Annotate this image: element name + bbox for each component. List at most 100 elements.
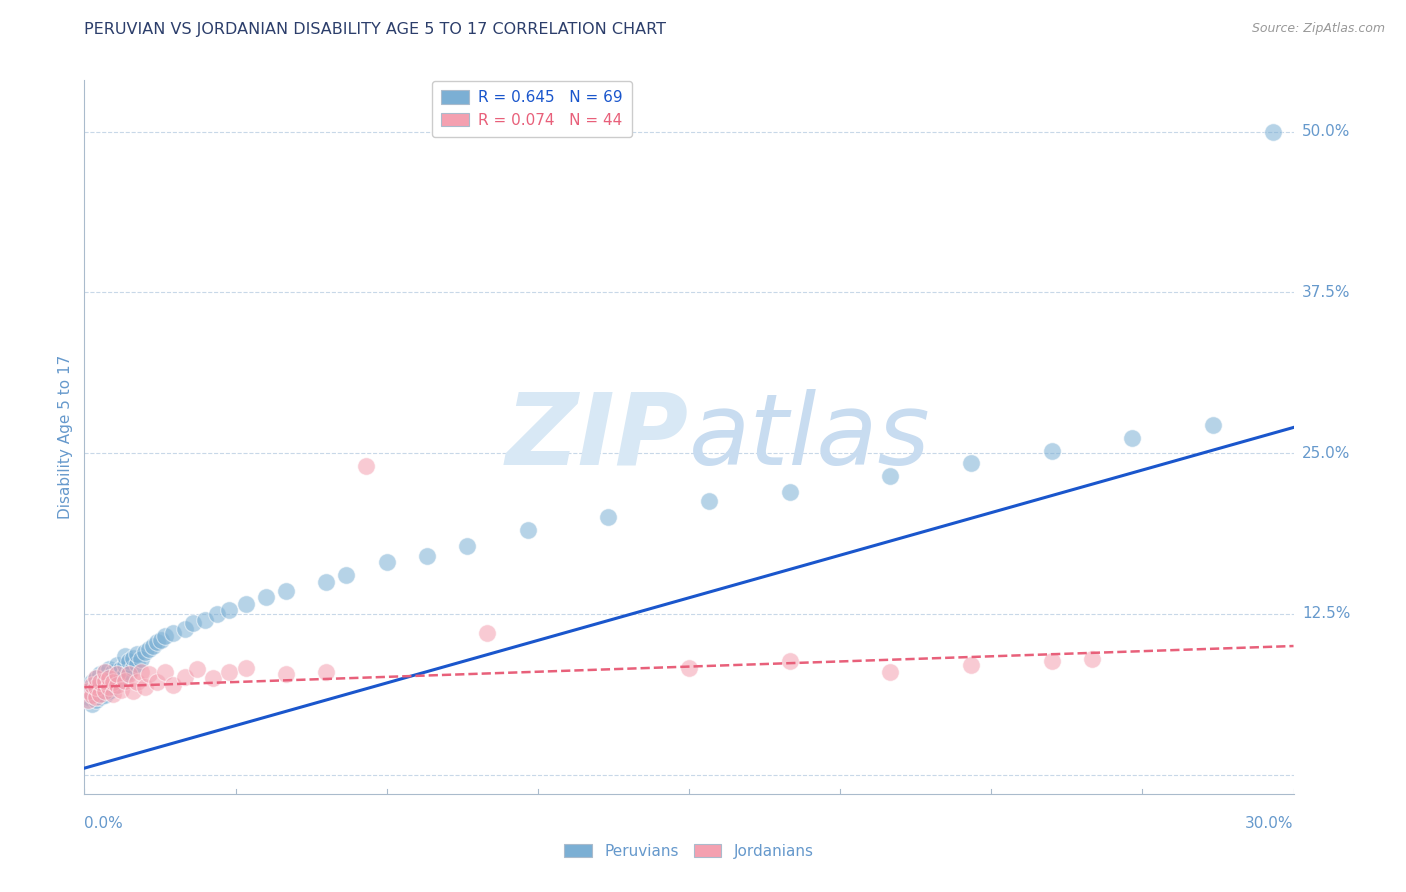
Point [77, 693, 100, 707]
Point [202, 671, 225, 685]
Point [97, 671, 120, 685]
Point [235, 597, 257, 611]
Point [315, 574, 337, 589]
Point [105, 667, 128, 681]
Point [121, 684, 143, 698]
Text: ZIP: ZIP [506, 389, 689, 485]
Point [97, 662, 120, 676]
Text: 37.5%: 37.5% [1302, 285, 1350, 300]
Point [146, 635, 169, 649]
Point [101, 673, 124, 687]
Point [138, 641, 160, 656]
Point [598, 510, 620, 524]
Text: PERUVIAN VS JORDANIAN DISABILITY AGE 5 TO 17 CORRELATION CHART: PERUVIAN VS JORDANIAN DISABILITY AGE 5 T… [84, 22, 666, 37]
Point [110, 682, 132, 697]
Point [89, 680, 111, 694]
Point [105, 675, 128, 690]
Point [86, 680, 108, 694]
Point [315, 665, 337, 679]
Point [86, 671, 108, 685]
Point [97, 677, 120, 691]
Point [153, 629, 176, 643]
Point [218, 665, 240, 679]
Text: 25.0%: 25.0% [1302, 446, 1350, 460]
Point [118, 655, 141, 669]
Point [477, 626, 499, 640]
Point [960, 658, 983, 673]
Point [105, 658, 128, 673]
Point [82, 680, 104, 694]
Point [89, 673, 111, 688]
Point [89, 687, 111, 701]
Point [146, 675, 169, 690]
Point [1081, 652, 1104, 666]
Point [86, 687, 108, 701]
Point [101, 665, 124, 679]
Point [77, 690, 100, 705]
Point [121, 661, 143, 675]
Point [697, 493, 720, 508]
Point [89, 690, 111, 705]
Text: 50.0%: 50.0% [1302, 124, 1350, 139]
Point [254, 590, 277, 604]
Text: 0.0%: 0.0% [84, 816, 124, 831]
Point [207, 607, 229, 621]
Point [134, 645, 156, 659]
Point [93, 665, 115, 679]
Point [86, 671, 108, 685]
Point [125, 647, 148, 661]
Point [114, 649, 136, 664]
Point [678, 661, 700, 675]
Point [93, 688, 115, 702]
Point [97, 684, 120, 698]
Point [93, 673, 115, 688]
Point [153, 665, 176, 679]
Point [89, 667, 111, 681]
Point [105, 667, 128, 681]
Point [516, 524, 538, 538]
Point [879, 665, 901, 679]
Point [93, 684, 115, 698]
Point [97, 670, 120, 684]
Point [779, 484, 801, 499]
Point [101, 680, 124, 694]
Point [274, 583, 297, 598]
Point [186, 662, 208, 676]
Point [456, 539, 478, 553]
Point [110, 662, 132, 676]
Point [86, 677, 108, 691]
Point [114, 673, 136, 688]
Point [162, 677, 184, 691]
Point [82, 688, 104, 702]
Point [101, 687, 124, 701]
Point [335, 568, 357, 582]
Point [118, 667, 141, 681]
Point [174, 670, 197, 684]
Point [416, 549, 439, 563]
Point [77, 684, 100, 698]
Point [77, 684, 100, 698]
Point [86, 693, 108, 707]
Point [93, 671, 115, 685]
Point [110, 671, 132, 685]
Point [375, 556, 398, 570]
Point [779, 655, 801, 669]
Point [82, 677, 104, 691]
Point [93, 665, 115, 679]
Point [129, 665, 152, 679]
Point [1121, 431, 1143, 445]
Point [274, 667, 297, 681]
Point [1040, 443, 1063, 458]
Point [118, 665, 141, 679]
Point [194, 613, 217, 627]
Y-axis label: Disability Age 5 to 17: Disability Age 5 to 17 [58, 355, 73, 519]
Point [121, 650, 143, 665]
Point [138, 667, 160, 681]
Point [86, 690, 108, 705]
Point [82, 675, 104, 690]
Text: atlas: atlas [689, 389, 931, 485]
Point [960, 457, 983, 471]
Point [114, 667, 136, 681]
Point [879, 469, 901, 483]
Point [82, 697, 104, 711]
